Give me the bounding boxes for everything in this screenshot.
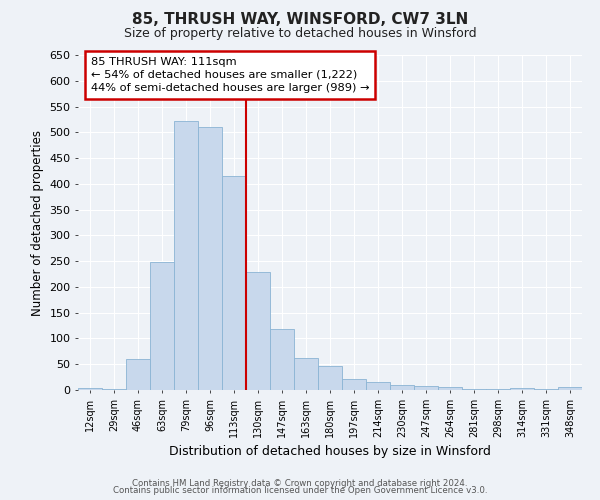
Bar: [150, 262, 174, 390]
Bar: [438, 388, 462, 390]
Text: Contains HM Land Registry data © Crown copyright and database right 2024.: Contains HM Land Registry data © Crown c…: [132, 478, 468, 488]
Bar: [510, 388, 534, 390]
Bar: [78, 388, 102, 390]
Bar: [270, 329, 294, 390]
Bar: [198, 127, 222, 390]
Y-axis label: Number of detached properties: Number of detached properties: [31, 130, 44, 316]
Text: Size of property relative to detached houses in Winsford: Size of property relative to detached ho…: [124, 28, 476, 40]
Bar: [342, 378, 366, 390]
Bar: [558, 388, 582, 390]
Bar: [366, 382, 390, 390]
Text: 85, THRUSH WAY, WINSFORD, CW7 3LN: 85, THRUSH WAY, WINSFORD, CW7 3LN: [132, 12, 468, 28]
X-axis label: Distribution of detached houses by size in Winsford: Distribution of detached houses by size …: [169, 446, 491, 458]
Bar: [414, 386, 438, 390]
Bar: [126, 359, 150, 390]
Bar: [222, 176, 246, 390]
Bar: [318, 366, 342, 390]
Text: Contains public sector information licensed under the Open Government Licence v3: Contains public sector information licen…: [113, 486, 487, 495]
Bar: [294, 358, 318, 390]
Bar: [390, 385, 414, 390]
Bar: [102, 389, 126, 390]
Bar: [462, 389, 486, 390]
Bar: [174, 121, 198, 390]
Bar: [246, 272, 270, 390]
Text: 85 THRUSH WAY: 111sqm
← 54% of detached houses are smaller (1,222)
44% of semi-d: 85 THRUSH WAY: 111sqm ← 54% of detached …: [91, 56, 369, 93]
